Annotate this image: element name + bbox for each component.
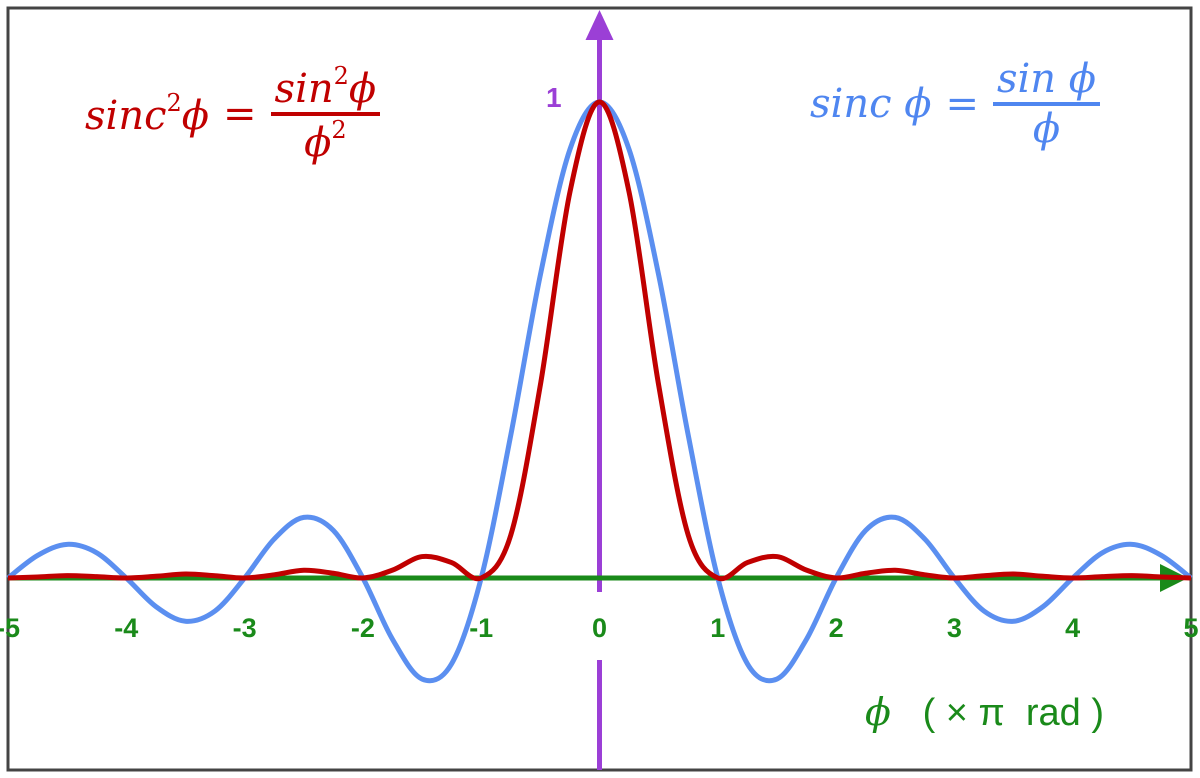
x-tick-label: -1 (469, 613, 493, 643)
x-tick-label: -2 (351, 613, 375, 643)
sinc-squared-curve (7, 99, 1192, 582)
x-tick-label: 2 (829, 613, 844, 643)
sinc-fraction: sin ϕ ϕ (992, 56, 1101, 152)
x-tick-label: -4 (114, 613, 138, 643)
x-tick-label: 1 (710, 613, 725, 643)
sinc2-fraction: sin2ϕ ϕ2 (270, 62, 381, 166)
x-tick-label: -5 (0, 613, 20, 643)
y-tick-label-1: 1 (546, 82, 562, 113)
x-tick-label: 5 (1183, 613, 1198, 643)
x-tick-label: 0 (592, 613, 607, 643)
x-tick-label: 4 (1065, 613, 1080, 643)
sinc-squared-formula: sinc2ϕ = sin2ϕ ϕ2 (85, 62, 381, 166)
sinc2-equals: = (223, 91, 257, 137)
x-axis-label: ϕ ( × π rad ) (865, 690, 1105, 734)
sinc-formula: sinc ϕ = sin ϕ ϕ (810, 56, 1101, 152)
x-tick-label: -3 (233, 613, 257, 643)
y-axis-arrowhead (585, 10, 614, 40)
x-tick-label: 3 (947, 613, 962, 643)
sinc2-lhs: sinc2ϕ (85, 89, 210, 139)
sinc-lhs: sinc ϕ (810, 81, 932, 127)
sinc-equals: = (945, 81, 979, 127)
